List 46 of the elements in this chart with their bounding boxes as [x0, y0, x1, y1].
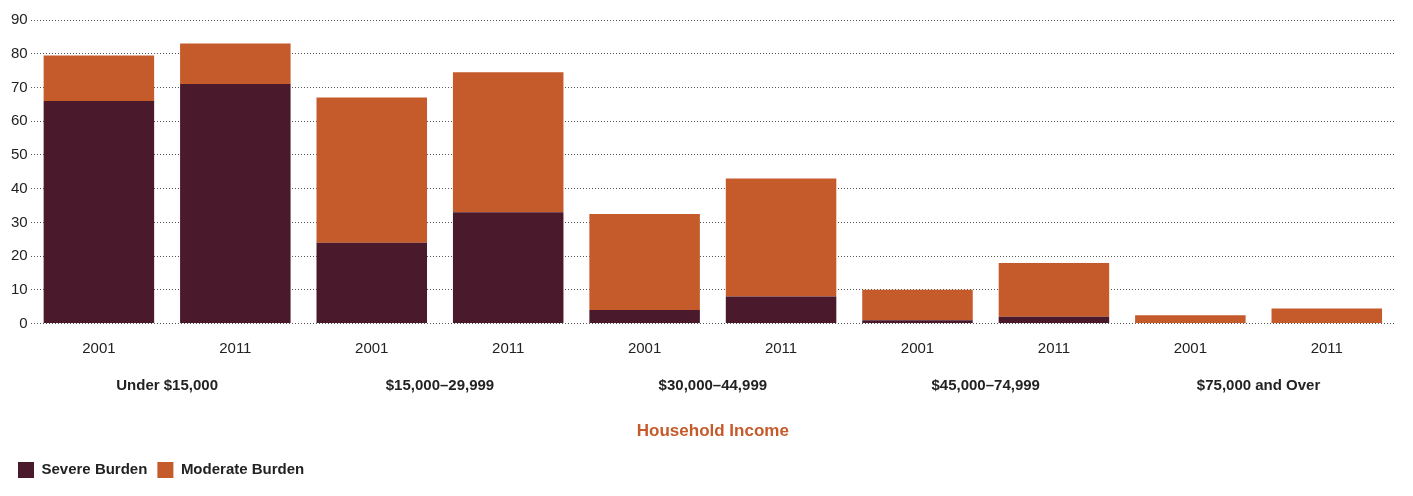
x-tick-label: 2001: [1173, 338, 1208, 356]
text: Under $15,000: [116, 375, 218, 393]
bar: [725, 178, 837, 297]
y-tick-label: 80: [11, 43, 28, 61]
y-tick-label: 60: [11, 111, 28, 129]
y-tick-label: 10: [11, 280, 28, 298]
bar: [589, 310, 700, 324]
bar: [316, 97, 428, 243]
text: $15,000–29,999: [385, 375, 495, 393]
text: $30,000–44,999: [658, 375, 768, 393]
bar: [452, 212, 564, 324]
bar: [452, 72, 564, 213]
legend-label: Moderate Burden: [180, 460, 305, 478]
bar: [862, 289, 973, 321]
bar: [43, 100, 155, 324]
bar: [1271, 308, 1383, 324]
bar: [998, 262, 1110, 317]
bar: [862, 320, 973, 324]
x-tick-label: 2011: [764, 338, 798, 356]
bar: [180, 43, 291, 85]
y-tick-label: 20: [11, 246, 28, 264]
x-tick-label: 2001: [627, 338, 662, 356]
y-tick-label: 90: [11, 10, 28, 28]
bar: [43, 55, 155, 101]
y-tick-label: 30: [11, 212, 28, 230]
text: $75,000 and Over: [1196, 375, 1321, 393]
x-tick-label: 2011: [492, 338, 525, 356]
y-tick-label: 50: [11, 145, 28, 163]
x-tick-label: 2011: [1310, 338, 1343, 356]
y-tick-label: 40: [11, 178, 28, 196]
x-tick-label: 2001: [82, 338, 116, 356]
x-tick-label: 2011: [1037, 338, 1071, 356]
text: $45,000–74,999: [931, 375, 1040, 393]
bar: [589, 213, 700, 311]
x-axis-title: Household Income: [636, 421, 789, 441]
bar: [316, 242, 428, 324]
bar: [1135, 315, 1246, 324]
y-tick-label: 0: [19, 313, 28, 331]
x-tick-label: 2001: [355, 338, 389, 356]
legend-label: Severe Burden: [41, 460, 148, 478]
x-tick-label: 2001: [900, 338, 935, 356]
x-tick-label: 2011: [219, 338, 252, 356]
y-tick-label: 70: [11, 77, 28, 95]
bar: [180, 84, 291, 324]
bar: [725, 296, 837, 324]
bar: [998, 316, 1110, 324]
